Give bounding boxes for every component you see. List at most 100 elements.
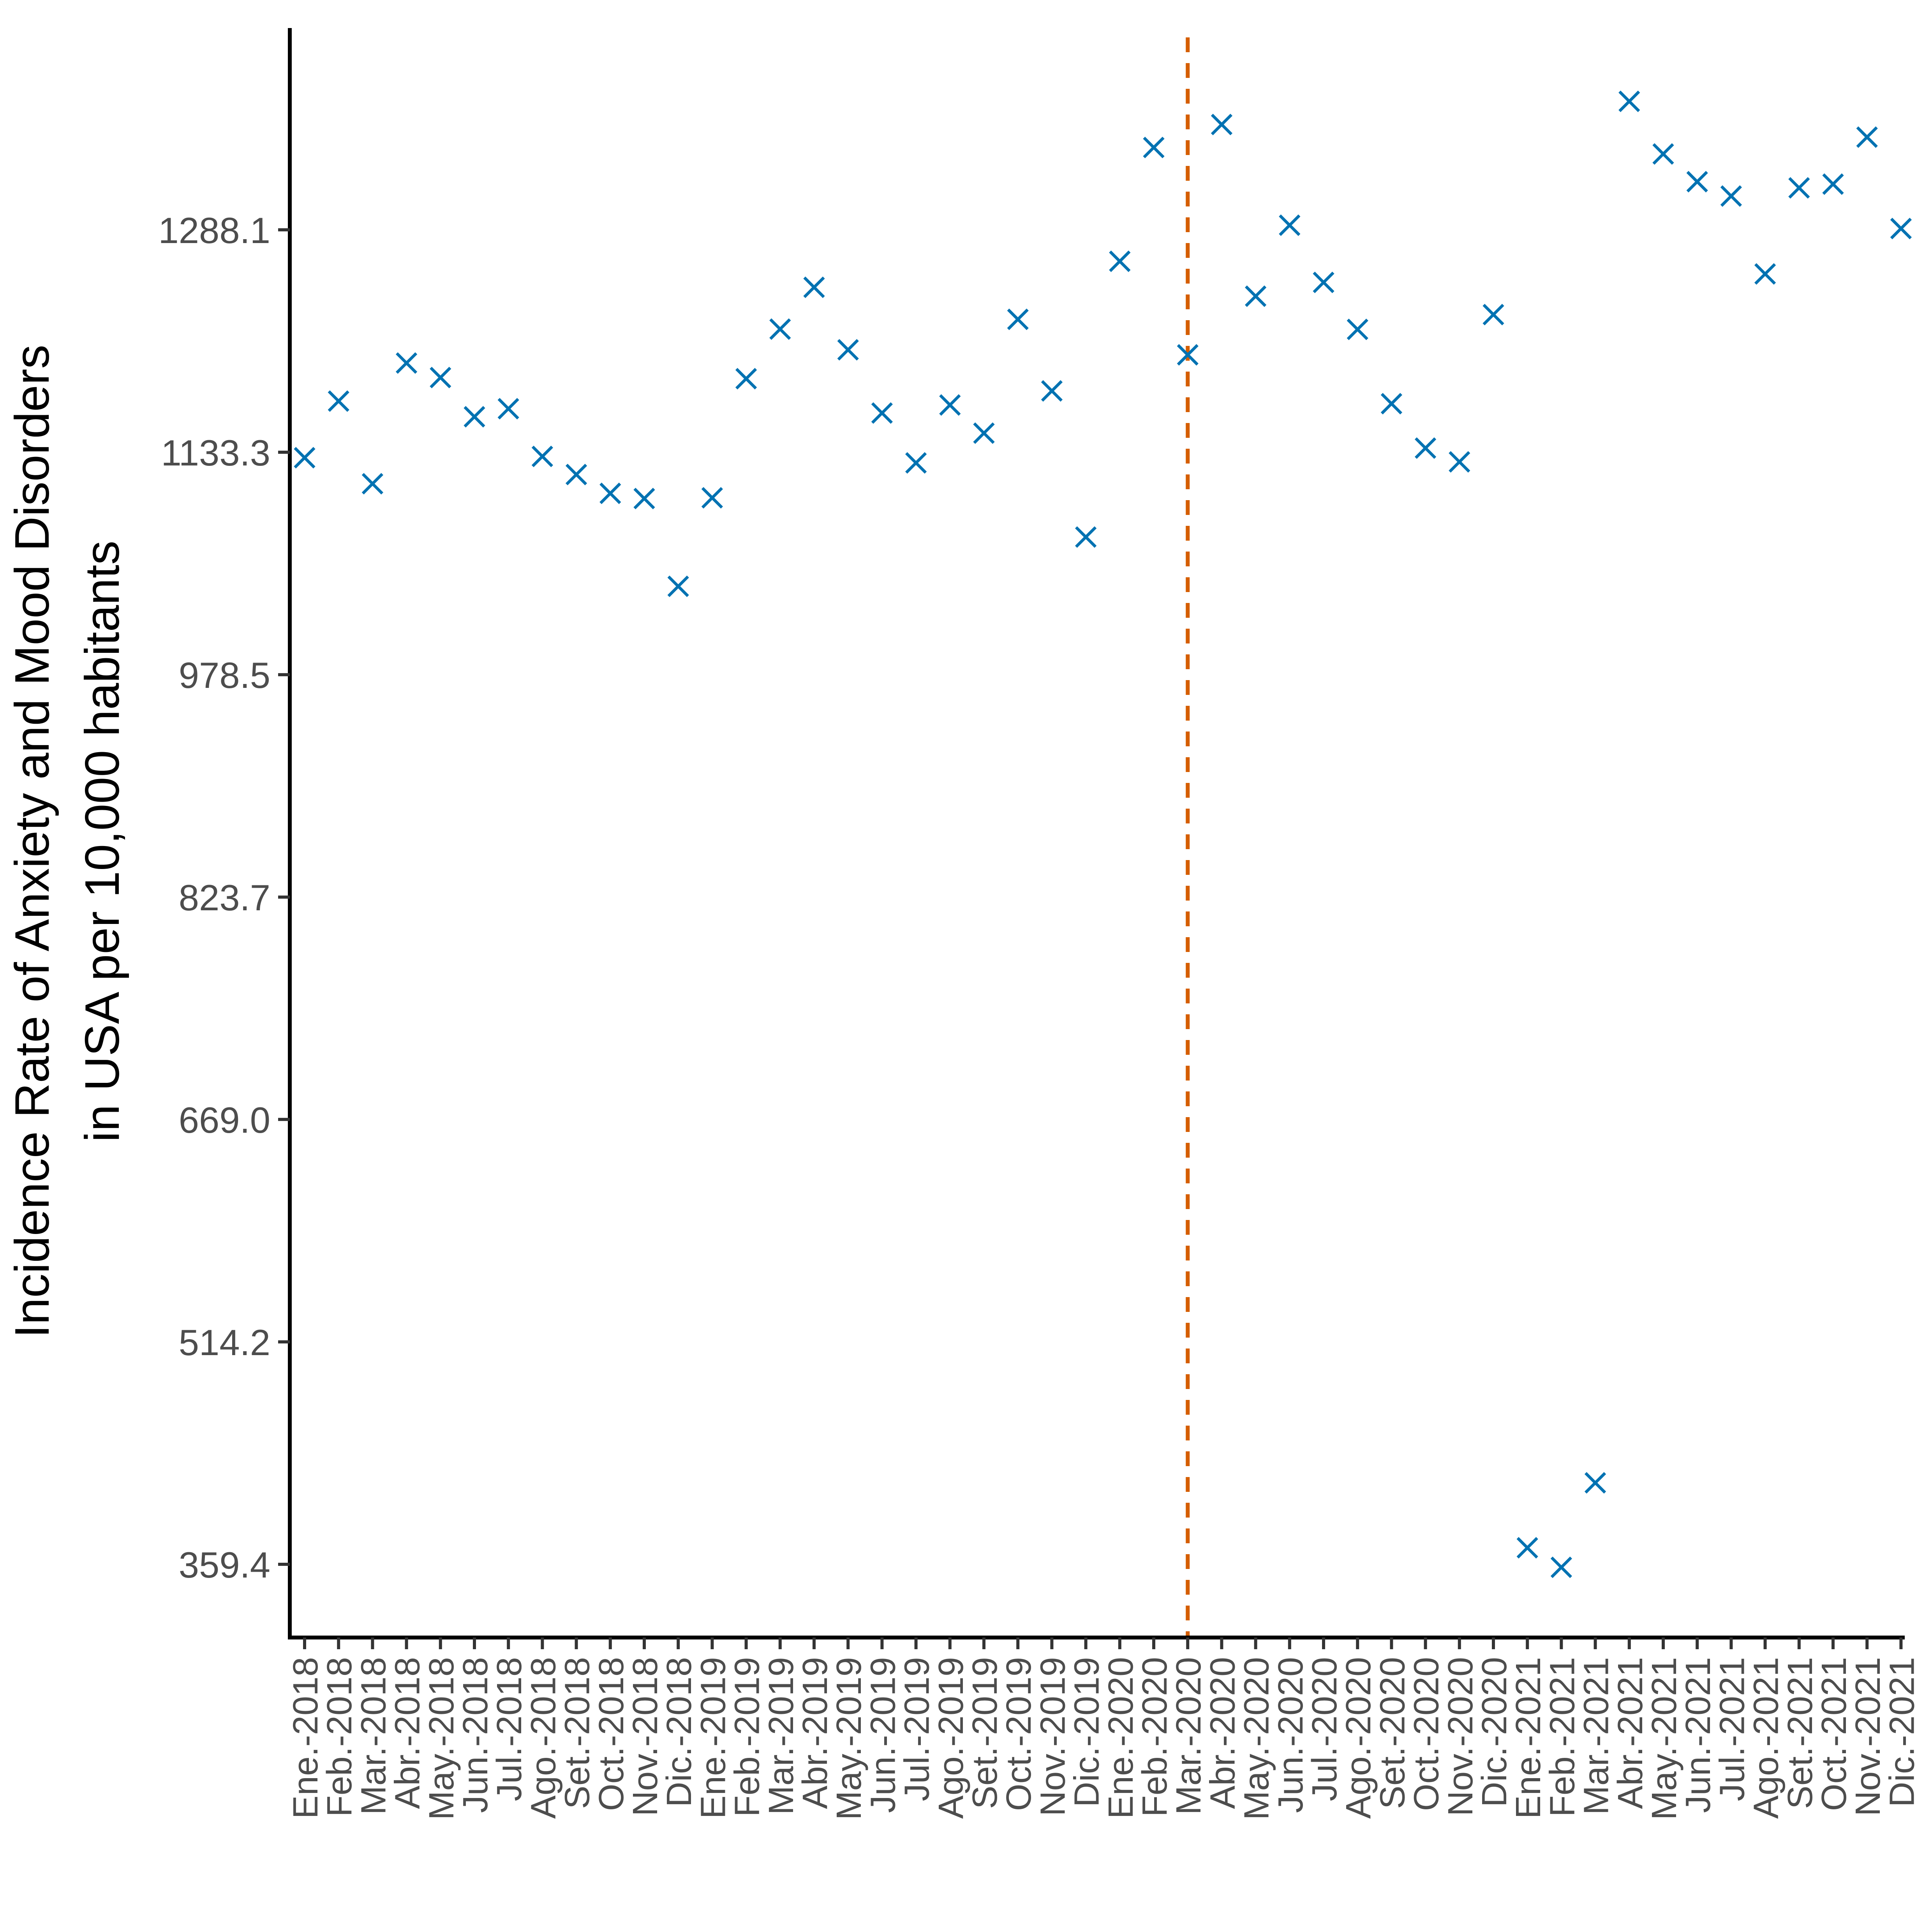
- x-tick-label-2: Mar.-2018: [354, 1657, 393, 1815]
- x-tick-label-42: Jul.-2021: [1713, 1657, 1752, 1801]
- y-axis-title-line-2: in USA per 10,000 habitants: [76, 541, 129, 1142]
- x-tick-label-27: Abr.-2020: [1203, 1657, 1242, 1809]
- data-point-22: [1007, 308, 1029, 330]
- data-point-27: [1177, 344, 1199, 366]
- data-point-28: [1211, 113, 1233, 136]
- y-axis-title: Incidence Rate of Anxiety and Mood Disor…: [5, 345, 129, 1338]
- data-point-34: [1414, 437, 1437, 459]
- x-tick-label-36: Ene.-2021: [1509, 1657, 1548, 1819]
- data-point-25: [1109, 250, 1131, 272]
- x-tick-label-9: Oct.-2018: [592, 1657, 631, 1811]
- axes: [288, 28, 1905, 1639]
- y-tick-label-4: 978.5: [179, 655, 270, 696]
- data-point-7: [497, 398, 519, 420]
- x-tick-label-47: Dic.-2021: [1883, 1657, 1921, 1807]
- data-point-8: [531, 446, 554, 467]
- x-tick-label-44: Set.-2021: [1781, 1657, 1820, 1809]
- data-point-21: [973, 422, 995, 444]
- x-tick-label-24: Ene.-2020: [1102, 1657, 1141, 1819]
- y-axis-title-line-1: Incidence Rate of Anxiety and Mood Disor…: [5, 345, 59, 1338]
- x-tick-label-6: Jul.-2018: [490, 1657, 529, 1801]
- data-point-43: [1720, 185, 1742, 207]
- data-point-9: [565, 464, 587, 485]
- data-point-4: [395, 352, 418, 374]
- data-point-13: [701, 487, 723, 509]
- data-point-44: [1754, 263, 1776, 285]
- x-tick-label-25: Feb.-2020: [1135, 1657, 1174, 1817]
- data-point-16: [803, 276, 825, 298]
- x-tick-label-46: Nov.-2021: [1849, 1657, 1888, 1816]
- x-tick-label-20: Set.-2019: [966, 1657, 1005, 1809]
- data-point-38: [1550, 1557, 1572, 1578]
- data-point-19: [905, 452, 927, 474]
- x-tick-label-39: Abr.-2021: [1611, 1657, 1650, 1809]
- data-points: [294, 90, 1912, 1578]
- x-tick-label-12: Ene.-2019: [694, 1657, 733, 1819]
- x-tick-label-40: May.-2021: [1645, 1657, 1684, 1820]
- data-point-2: [328, 390, 349, 412]
- data-point-15: [769, 318, 791, 340]
- data-point-40: [1618, 90, 1640, 112]
- data-point-41: [1652, 143, 1674, 165]
- data-point-35: [1449, 451, 1470, 473]
- data-point-37: [1516, 1537, 1538, 1559]
- x-tick-label-13: Feb.-2019: [728, 1657, 767, 1817]
- data-point-39: [1584, 1472, 1606, 1494]
- x-tick-label-28: May.-2020: [1237, 1657, 1276, 1820]
- x-tick-label-7: Ago.-2018: [524, 1657, 563, 1819]
- x-axis-ticks: Ene.-2018Feb.-2018Mar.-2018Abr.-2018May.…: [286, 1638, 1921, 1820]
- x-tick-label-3: Abr.-2018: [388, 1657, 427, 1809]
- data-point-11: [633, 488, 655, 509]
- x-tick-label-41: Jun.-2021: [1679, 1657, 1718, 1813]
- x-tick-label-37: Feb.-2021: [1543, 1657, 1582, 1817]
- data-point-20: [939, 394, 961, 416]
- y-tick-label-0: 359.4: [179, 1544, 270, 1585]
- x-tick-label-26: Mar.-2020: [1169, 1657, 1208, 1815]
- data-point-5: [430, 367, 451, 388]
- x-tick-label-33: Oct.-2020: [1407, 1657, 1446, 1811]
- data-point-47: [1856, 126, 1878, 148]
- x-tick-label-15: Abr.-2019: [796, 1657, 835, 1809]
- x-tick-label-21: Oct.-2019: [999, 1657, 1038, 1811]
- y-axis-ticks: 359.4 514.2 669.0 823.7 978.5 1133.3 1288.1: [158, 210, 290, 1585]
- data-point-14: [735, 368, 757, 390]
- x-tick-label-1: Feb.-2018: [320, 1657, 359, 1817]
- x-tick-label-43: Ago.-2021: [1747, 1657, 1786, 1819]
- data-point-6: [464, 406, 485, 428]
- data-point-33: [1380, 393, 1403, 415]
- x-tick-label-34: Nov.-2020: [1441, 1657, 1480, 1816]
- x-tick-label-5: Jun.-2018: [456, 1657, 495, 1813]
- data-point-18: [871, 402, 893, 424]
- x-tick-label-0: Ene.-2018: [286, 1657, 325, 1819]
- data-point-17: [837, 339, 859, 361]
- data-point-32: [1347, 318, 1368, 340]
- data-point-36: [1482, 304, 1504, 326]
- x-tick-label-32: Set.-2020: [1373, 1657, 1412, 1809]
- x-tick-label-11: Dic.-2018: [660, 1657, 699, 1807]
- data-point-31: [1313, 271, 1334, 293]
- data-point-3: [361, 473, 384, 495]
- y-tick-label-5: 1133.3: [161, 432, 270, 473]
- x-tick-label-8: Set.-2018: [558, 1657, 597, 1809]
- x-tick-label-30: Jul.-2020: [1305, 1657, 1344, 1801]
- data-point-1: [294, 447, 316, 469]
- data-point-45: [1788, 177, 1810, 199]
- x-tick-label-45: Oct.-2021: [1815, 1657, 1854, 1811]
- data-point-42: [1686, 171, 1708, 193]
- y-tick-label-2: 669.0: [179, 1100, 270, 1141]
- x-tick-label-10: Nov.-2018: [626, 1657, 665, 1816]
- data-point-24: [1075, 526, 1097, 548]
- x-tick-label-18: Jul.-2019: [898, 1657, 937, 1801]
- x-tick-label-38: Mar.-2021: [1577, 1657, 1616, 1815]
- y-tick-label-6: 1288.1: [158, 210, 270, 251]
- x-tick-label-22: Nov.-2019: [1033, 1657, 1072, 1816]
- x-tick-label-14: Mar.-2019: [762, 1657, 801, 1815]
- data-point-23: [1041, 380, 1063, 402]
- x-tick-label-35: Dic.-2020: [1475, 1657, 1514, 1807]
- data-point-26: [1143, 136, 1165, 159]
- x-tick-label-23: Dic.-2019: [1068, 1657, 1107, 1807]
- x-tick-label-17: Jun.-2019: [864, 1657, 903, 1813]
- y-tick-label-3: 823.7: [179, 877, 270, 918]
- x-tick-label-4: May.-2018: [422, 1657, 461, 1820]
